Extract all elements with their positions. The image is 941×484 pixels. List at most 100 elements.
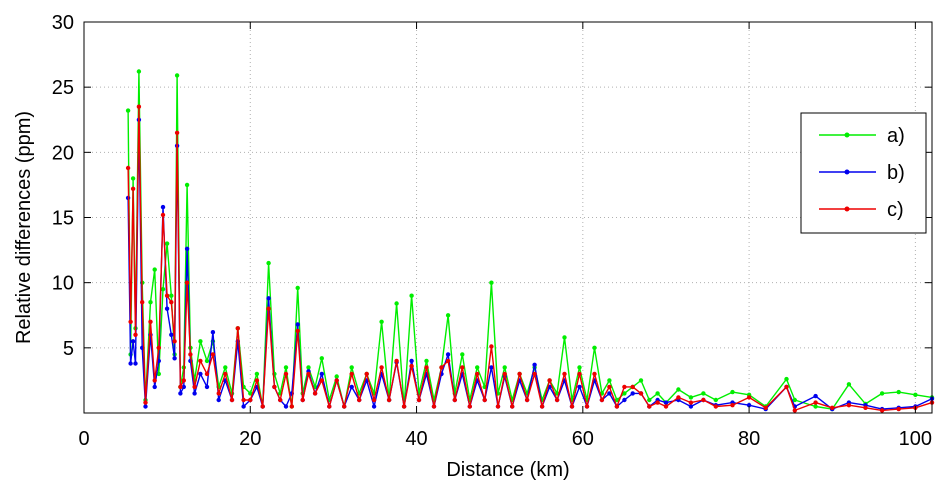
data-point [539, 404, 545, 409]
data-point [763, 405, 768, 410]
data-point [181, 378, 186, 383]
data-point [896, 406, 901, 412]
data-point [424, 358, 429, 364]
data-point [178, 391, 183, 396]
y-axis-title: Relative differences (ppm) [13, 111, 35, 344]
data-point [248, 397, 253, 403]
x-tick-label: 20 [239, 428, 261, 450]
data-point [489, 365, 494, 370]
x-tick-label: 60 [572, 428, 594, 450]
data-point [386, 397, 392, 403]
data-point [475, 365, 480, 370]
data-point [184, 182, 190, 188]
data-point [184, 280, 190, 285]
data-point [143, 404, 148, 409]
data-point [327, 404, 332, 409]
data-point [188, 352, 193, 357]
data-point [638, 391, 644, 396]
legend-item: b) [819, 162, 905, 184]
data-point [701, 391, 706, 396]
x-tick-label: 0 [78, 428, 89, 450]
data-point [475, 371, 480, 377]
data-point [364, 371, 369, 377]
data-point [140, 300, 145, 305]
data-point [577, 365, 582, 370]
data-point [136, 104, 142, 109]
legend-label: b) [887, 162, 905, 184]
data-point [342, 404, 347, 409]
data-point [306, 371, 311, 377]
data-point [622, 391, 627, 396]
series-layer [125, 69, 935, 413]
data-point [655, 400, 660, 405]
data-point [445, 313, 451, 318]
data-point [676, 387, 681, 392]
legend: a) b) c) [800, 112, 927, 234]
data-point [409, 363, 414, 369]
data-point [169, 332, 174, 337]
data-point [746, 403, 752, 408]
data-point [160, 287, 166, 292]
data-point [148, 319, 153, 324]
data-point [813, 393, 818, 399]
data-point [319, 356, 324, 361]
data-point [647, 397, 652, 403]
data-point [357, 397, 362, 403]
data-point [663, 400, 669, 405]
data-point [879, 391, 885, 396]
data-point [713, 397, 718, 403]
data-point [174, 73, 180, 78]
data-point [394, 358, 399, 364]
data-point [863, 405, 868, 410]
data-point [204, 371, 210, 377]
data-point [452, 397, 457, 403]
y-tick-labels: 5 10 15 20 25 30 [52, 12, 74, 360]
data-point [169, 293, 174, 298]
data-point [424, 365, 429, 370]
data-point [614, 397, 620, 403]
data-point [688, 395, 694, 400]
data-point [254, 371, 260, 377]
data-point [688, 404, 694, 409]
data-point [445, 352, 451, 357]
data-point [254, 378, 260, 383]
y-tick-label: 5 [63, 338, 74, 360]
data-point [379, 319, 384, 324]
data-point [266, 260, 271, 266]
data-point [216, 397, 221, 403]
data-point [607, 391, 612, 396]
data-point [334, 374, 339, 379]
data-point [295, 322, 300, 327]
data-point [334, 378, 339, 383]
data-point [688, 400, 694, 405]
data-point [431, 404, 437, 409]
legend-item: c) [819, 199, 904, 221]
data-point [614, 404, 620, 409]
data-point [319, 371, 324, 377]
data-point [913, 392, 918, 397]
data-point [229, 397, 235, 403]
data-point [349, 371, 354, 377]
data-point [152, 378, 157, 383]
data-point [130, 176, 136, 181]
data-point [577, 371, 582, 377]
data-point [125, 108, 131, 113]
y-tick-label: 20 [52, 142, 74, 164]
data-point [184, 246, 190, 251]
y-tick-label: 10 [52, 273, 74, 295]
data-point [467, 404, 472, 409]
legend-marker [844, 206, 850, 212]
data-point [792, 408, 797, 413]
data-point [241, 397, 246, 403]
data-point [630, 391, 635, 396]
data-point [300, 397, 305, 403]
data-point [156, 345, 161, 350]
data-point [169, 300, 174, 305]
data-point [517, 371, 522, 377]
data-point [879, 408, 885, 413]
data-point [133, 332, 138, 337]
data-point [569, 404, 575, 409]
data-point [349, 384, 354, 390]
data-point [295, 328, 300, 334]
data-point [371, 404, 377, 409]
